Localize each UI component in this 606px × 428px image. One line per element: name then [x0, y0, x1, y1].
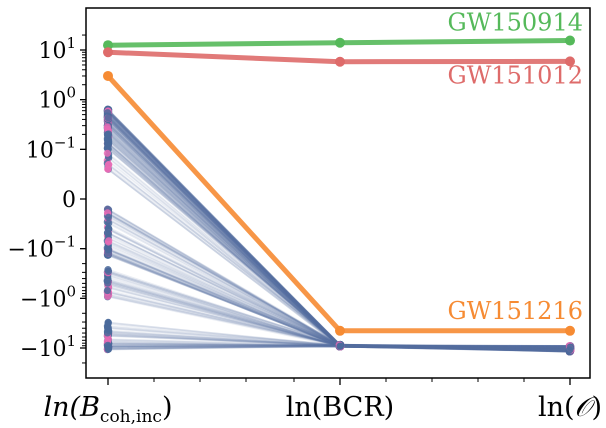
axes-frame: [85, 7, 591, 379]
annotation-gw151216: GW151216: [448, 297, 583, 325]
background-series-point: [104, 318, 112, 326]
x-label-b-sub: coh,inc: [100, 407, 162, 427]
series-annotations: GW150914 GW151012 GW151216: [448, 9, 583, 325]
x-label-b-coh-inc: ln(Bcoh,inc): [44, 392, 173, 427]
series-point-gw150914: [565, 35, 575, 46]
background-series-point: [105, 225, 113, 233]
series-point-gw150914: [103, 40, 113, 51]
y-tick-label: 100: [38, 84, 76, 114]
background-series-point: [566, 343, 575, 351]
y-tick-label: −10−1: [7, 233, 76, 263]
y-axis-ticks: 101 100 10−1 0 −10−1 −100 −101: [7, 34, 86, 364]
background-series-point: [104, 267, 113, 276]
series-point-gw151216: [565, 325, 575, 336]
series-point-gw151012: [565, 56, 575, 67]
x-label-b-close: ): [162, 392, 173, 423]
background-series-point: [104, 292, 112, 300]
x-label-b-base: ln(B: [44, 392, 100, 423]
background-series-point: [103, 130, 112, 139]
background-series-markers: [103, 105, 575, 356]
background-series-point: [104, 142, 112, 150]
y-tick-label: −101: [20, 332, 76, 362]
series-point-gw150914: [335, 37, 345, 48]
background-series-point: [105, 342, 113, 351]
background-series-point: [104, 246, 112, 254]
series-point-gw151216: [335, 325, 345, 336]
background-series-point: [104, 213, 113, 221]
background-series-point: [105, 219, 113, 227]
x-label-o-open: ln(: [538, 392, 575, 423]
x-label-o-close: ): [592, 392, 603, 423]
series-point-gw151216: [103, 70, 113, 81]
series-point-gw151012: [103, 47, 113, 58]
x-label-bcr: ln(BCR): [286, 392, 394, 423]
annotation-gw151012: GW151012: [448, 61, 583, 89]
series-point-gw151012: [335, 56, 345, 67]
background-series-point: [104, 279, 112, 287]
annotation-gw150914: GW150914: [448, 9, 583, 37]
y-tick-label: 0: [62, 188, 76, 213]
y-tick-label: 10−1: [26, 133, 76, 163]
background-series-point: [104, 165, 112, 173]
y-tick-label: 101: [38, 34, 76, 64]
background-series-point: [104, 324, 112, 332]
background-series-point: [336, 342, 344, 350]
background-series-point: [103, 286, 112, 295]
y-tick-label: −100: [20, 282, 76, 312]
highlighted-series: [103, 35, 575, 336]
background-series-point: [104, 109, 112, 117]
x-label-odds: ln(𝒪): [538, 392, 602, 423]
x-axis-ticks: [107, 378, 571, 385]
background-series-point: [104, 114, 112, 122]
background-series-point: [103, 149, 111, 157]
background-series-point: [105, 237, 113, 245]
